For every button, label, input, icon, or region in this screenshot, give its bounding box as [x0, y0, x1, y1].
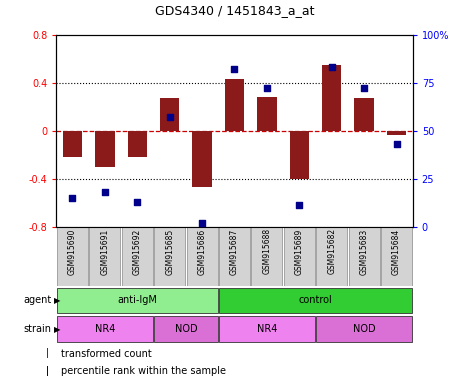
Bar	[57, 288, 218, 313]
Bar	[284, 227, 315, 286]
Text: control: control	[299, 295, 333, 305]
Bar	[187, 227, 218, 286]
Text: ▶: ▶	[54, 325, 61, 334]
Text: GSM915686: GSM915686	[197, 228, 207, 275]
Text: GSM915691: GSM915691	[100, 228, 109, 275]
Text: NR4: NR4	[95, 324, 115, 334]
Point	[198, 220, 206, 226]
Text: NOD: NOD	[174, 324, 197, 334]
Bar	[192, 131, 212, 187]
Text: anti-IgM: anti-IgM	[117, 295, 157, 305]
Bar	[316, 316, 412, 342]
Point	[231, 66, 238, 72]
Point	[134, 199, 141, 205]
Text: GSM915690: GSM915690	[68, 228, 77, 275]
Bar	[47, 366, 48, 376]
Bar	[128, 131, 147, 157]
Bar	[89, 227, 121, 286]
Bar	[160, 98, 180, 131]
Bar	[348, 227, 380, 286]
Text: strain: strain	[23, 324, 52, 334]
Point	[263, 85, 271, 91]
Bar	[257, 97, 277, 131]
Text: GSM915688: GSM915688	[262, 228, 272, 275]
Text: transformed count: transformed count	[61, 349, 151, 359]
Point	[295, 202, 303, 209]
Bar	[154, 227, 185, 286]
Text: GSM915683: GSM915683	[360, 228, 369, 275]
Bar	[316, 227, 347, 286]
Text: GDS4340 / 1451843_a_at: GDS4340 / 1451843_a_at	[155, 4, 314, 17]
Text: NR4: NR4	[257, 324, 277, 334]
Text: GSM915692: GSM915692	[133, 228, 142, 275]
Text: ▶: ▶	[54, 296, 61, 305]
Bar	[47, 348, 48, 358]
Text: GSM915685: GSM915685	[165, 228, 174, 275]
Bar	[57, 227, 88, 286]
Point	[393, 141, 400, 147]
Point	[166, 114, 174, 120]
Text: percentile rank within the sample: percentile rank within the sample	[61, 366, 226, 376]
Bar	[381, 227, 412, 286]
Bar	[251, 227, 282, 286]
Bar	[122, 227, 153, 286]
Bar	[95, 131, 114, 167]
Point	[101, 189, 109, 195]
Bar	[63, 131, 82, 157]
Bar	[219, 288, 412, 313]
Bar	[387, 131, 406, 136]
Point	[360, 85, 368, 91]
Text: GSM915687: GSM915687	[230, 228, 239, 275]
Point	[328, 64, 335, 70]
Text: GSM915684: GSM915684	[392, 228, 401, 275]
Bar	[225, 79, 244, 131]
Bar	[322, 65, 341, 131]
Text: GSM915689: GSM915689	[295, 228, 304, 275]
Text: GSM915682: GSM915682	[327, 228, 336, 275]
Text: agent: agent	[23, 295, 52, 306]
Bar	[355, 98, 374, 131]
Bar	[154, 316, 218, 342]
Bar	[219, 316, 315, 342]
Bar	[57, 316, 153, 342]
Text: NOD: NOD	[353, 324, 375, 334]
Point	[69, 195, 76, 201]
Bar	[219, 227, 250, 286]
Bar	[289, 131, 309, 179]
